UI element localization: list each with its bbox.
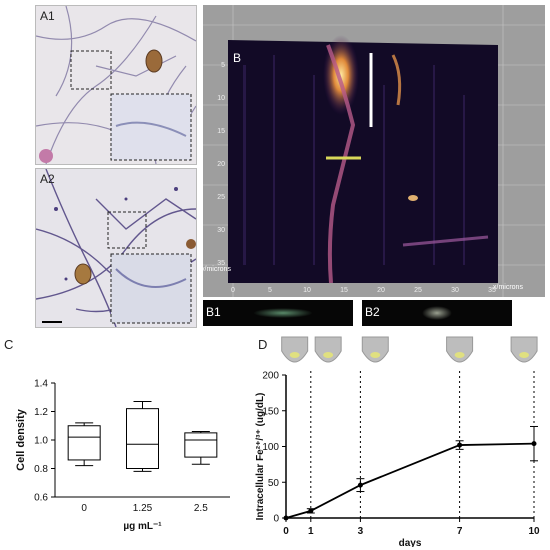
- y-tick-label: 50: [268, 478, 280, 489]
- panel-label-b: B: [233, 51, 242, 65]
- volume-x-tick: 0: [231, 287, 235, 294]
- data-point: [457, 442, 463, 448]
- panel-label-a1: A1: [40, 9, 55, 23]
- volume-render-image: 0 5 10 15 20 25 30 35 5 10 15 20 25 30 35: [203, 5, 545, 297]
- micrograph-a2: A2: [35, 168, 197, 328]
- tube-pellet: [323, 352, 334, 358]
- panel-label-b1: B1: [206, 305, 221, 319]
- box-plot-c: 0.6 0.8 1.0 1.2 1.4 0 1.25 2.5 µg mL⁻¹ Cell densi…: [15, 379, 230, 532]
- volume-x-tick: 20: [377, 287, 385, 294]
- strip-b1: B1: [203, 300, 353, 326]
- volume-x-axis-label: x/microns: [493, 284, 523, 291]
- panel-label-d: D: [258, 337, 268, 352]
- volume-x-tick: 10: [303, 287, 311, 294]
- data-point: [357, 482, 363, 488]
- volume-x-tick: 25: [414, 287, 422, 294]
- x-axis-title: µg mL⁻¹: [123, 521, 162, 532]
- x-tick-label: 10: [528, 526, 540, 537]
- tube-body: [510, 336, 538, 363]
- volume-y-tick: 30: [217, 227, 225, 234]
- volume-render-b: 0 5 10 15 20 25 30 35 5 10 15 20 25 30 35 B y/microns …: [201, 5, 545, 297]
- micrograph-a2-image: [36, 169, 196, 327]
- micrograph-a1-image: [36, 6, 196, 164]
- x-tick-label: 3: [358, 526, 364, 537]
- tube-icon: [446, 336, 474, 363]
- y-tick-label: 0.8: [34, 464, 48, 475]
- panel-label-b2: B2: [365, 305, 380, 319]
- x-tick-label: 1: [308, 526, 314, 537]
- y-tick-label: 0: [273, 514, 279, 525]
- volume-y-tick: 25: [217, 194, 225, 201]
- strip-b2: B2: [362, 300, 512, 326]
- y-tick-label: 150: [262, 406, 279, 417]
- tube-icon: [510, 336, 538, 363]
- box-body: [67, 425, 101, 461]
- volume-x-tick: 30: [451, 287, 459, 294]
- volume-y-tick: 35: [217, 260, 225, 267]
- y-axis-title: Cell density: [15, 408, 27, 471]
- volume-x-tick: 35: [488, 287, 496, 294]
- line-chart-d: 0 50 100 150 200 0 1 3 7 10 days Intracellular Fe²⁺…: [255, 336, 540, 547]
- volume-x-tick: 5: [268, 287, 272, 294]
- y-tick-label: 1.0: [34, 436, 48, 447]
- tube-body: [446, 336, 474, 363]
- tube-pellet: [519, 352, 530, 358]
- data-point: [283, 515, 289, 521]
- x-tick-label: 2.5: [194, 503, 208, 514]
- data-point: [308, 508, 314, 514]
- panel-label-a2: A2: [40, 172, 55, 186]
- box-body: [126, 408, 159, 469]
- volume-y-tick: 5: [221, 62, 225, 69]
- y-tick-label: 1.2: [34, 407, 48, 418]
- series-line: [285, 442, 535, 519]
- y-tick-label: 0.6: [34, 493, 48, 504]
- x-tick-label: 7: [457, 526, 463, 537]
- tube-body: [314, 336, 342, 363]
- tube-icon: [281, 336, 309, 363]
- data-point: [531, 441, 537, 447]
- y-axis-title: Intracellular Fe²⁺/³⁺ (ug/dL): [255, 393, 266, 521]
- panel-label-c: C: [4, 337, 14, 352]
- volume-y-tick: 10: [217, 95, 225, 102]
- tube-body: [361, 336, 389, 363]
- tube-pellet: [370, 352, 381, 358]
- x-tick-label: 0: [283, 526, 289, 537]
- volume-axis-ticks: 0 5 10 15 20 25 30 35 5 10 15 20 25 30 35: [217, 62, 496, 294]
- box-body: [184, 432, 218, 458]
- volume-y-tick: 15: [217, 128, 225, 135]
- x-tick-label: 1.25: [133, 503, 153, 514]
- volume-y-tick: 20: [217, 161, 225, 168]
- x-axis-title: days: [399, 538, 422, 547]
- micrograph-a1: A1: [35, 5, 197, 165]
- tube-body: [281, 336, 309, 363]
- tube-icon: [314, 336, 342, 363]
- tube-pellet: [454, 352, 465, 358]
- y-tick-label: 100: [262, 442, 279, 453]
- tube-pellet: [289, 352, 300, 358]
- y-tick-label: 200: [262, 371, 279, 382]
- volume-y-axis-label: y/microns: [201, 266, 231, 273]
- volume-x-tick: 15: [340, 287, 348, 294]
- y-tick-label: 1.4: [34, 379, 48, 390]
- tube-icon: [361, 336, 389, 363]
- x-tick-label: 0: [81, 503, 87, 514]
